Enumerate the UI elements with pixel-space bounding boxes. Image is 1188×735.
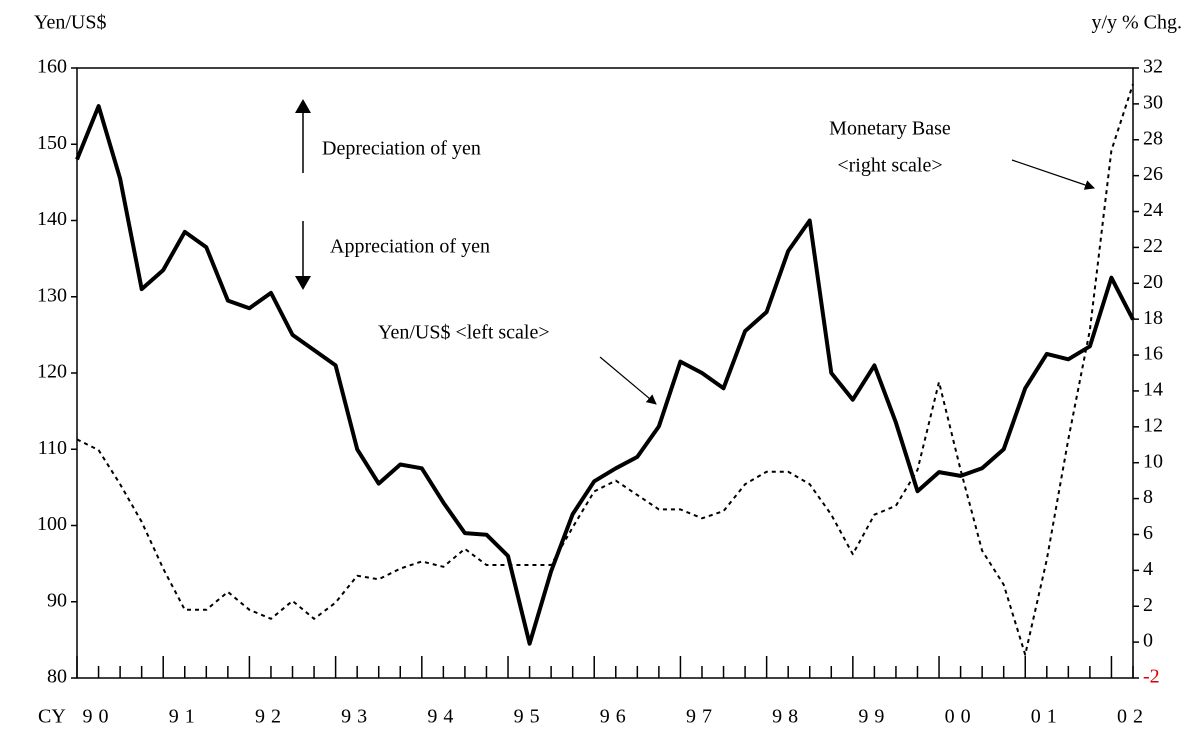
y-tick-label: 90 bbox=[47, 589, 67, 611]
x-tick-label: 98 bbox=[772, 706, 804, 728]
x-prefix: CY bbox=[38, 706, 66, 728]
y2-tick-label: 30 bbox=[1143, 91, 1163, 113]
x-tick-label: 99 bbox=[858, 706, 890, 728]
y2-tick-label: 18 bbox=[1143, 307, 1163, 329]
y2-tick-label: 0 bbox=[1143, 630, 1153, 652]
annotation-arrow bbox=[1011, 159, 1095, 190]
y-tick-label: 140 bbox=[37, 208, 67, 230]
x-tick-label: 96 bbox=[600, 706, 632, 728]
y2-tick-label: 32 bbox=[1143, 56, 1163, 78]
y-tick-label: 120 bbox=[37, 361, 67, 383]
y2-tick-label: 2 bbox=[1143, 594, 1153, 616]
y-tick-label: 100 bbox=[37, 513, 67, 535]
series-line bbox=[76, 83, 1134, 656]
x-tick-label: 92 bbox=[255, 706, 287, 728]
x-tick-label: 97 bbox=[686, 706, 718, 728]
y2-tick-label: 4 bbox=[1143, 558, 1153, 580]
y2-tick-label: 10 bbox=[1143, 450, 1163, 472]
y2-tick-label: 24 bbox=[1143, 199, 1163, 221]
y2-tick-label: 28 bbox=[1143, 127, 1163, 149]
annotation: Appreciation of yen bbox=[330, 236, 490, 258]
x-tick-label: 91 bbox=[169, 706, 201, 728]
y-tick-label: 80 bbox=[47, 666, 67, 688]
x-tick-label: 93 bbox=[341, 706, 373, 728]
plot-frame bbox=[76, 67, 1134, 679]
y2-axis-title: y/y % Chg. bbox=[1091, 12, 1182, 34]
y-tick-label: 130 bbox=[37, 284, 67, 306]
y2-tick-label: 12 bbox=[1143, 414, 1163, 436]
y-tick-label: 160 bbox=[37, 56, 67, 78]
y2-tick-label: 6 bbox=[1143, 522, 1153, 544]
annotation: <right scale> bbox=[837, 155, 942, 177]
y2-tick-label: 16 bbox=[1143, 343, 1163, 365]
annotation: Yen/US$ <left scale> bbox=[378, 322, 550, 344]
x-tick-label: 94 bbox=[427, 706, 459, 728]
x-tick-label: 02 bbox=[1117, 706, 1149, 728]
y-tick-label: 110 bbox=[38, 437, 67, 459]
annotation-arrow bbox=[599, 356, 657, 405]
x-tick-label: 01 bbox=[1031, 706, 1063, 728]
y2-tick-label: 8 bbox=[1143, 486, 1153, 508]
y2-tick-label: -2 bbox=[1143, 666, 1160, 688]
x-tick-label: 95 bbox=[514, 706, 546, 728]
y2-tick-label: 20 bbox=[1143, 271, 1163, 293]
series-line bbox=[75, 104, 1135, 646]
annotation: Monetary Base bbox=[829, 118, 951, 140]
y2-tick-label: 22 bbox=[1143, 235, 1163, 257]
y-tick-label: 150 bbox=[37, 132, 67, 154]
y2-tick-label: 14 bbox=[1143, 379, 1163, 401]
x-tick-label: 00 bbox=[945, 706, 977, 728]
y-axis-title: Yen/US$ bbox=[34, 12, 106, 34]
x-tick-label: 90 bbox=[83, 706, 115, 728]
annotation: Depreciation of yen bbox=[322, 138, 481, 160]
y2-tick-label: 26 bbox=[1143, 163, 1163, 185]
